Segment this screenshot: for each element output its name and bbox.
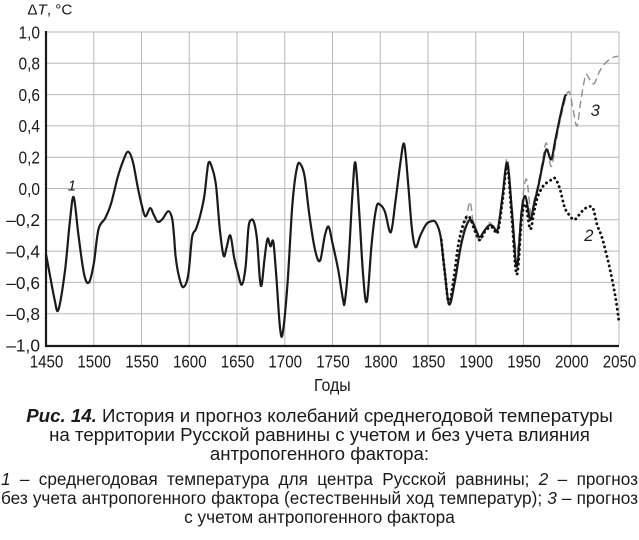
svg-text:1900: 1900 [459, 351, 493, 371]
svg-text:0,8: 0,8 [19, 54, 41, 74]
svg-text:0,4: 0,4 [19, 116, 41, 136]
svg-text:1550: 1550 [125, 351, 159, 371]
svg-text:2050: 2050 [603, 351, 637, 371]
svg-text:1500: 1500 [77, 351, 111, 371]
svg-text:1450: 1450 [30, 351, 64, 371]
svg-text:0,6: 0,6 [19, 85, 41, 105]
svg-text:1600: 1600 [173, 351, 207, 371]
svg-text:–0,6: –0,6 [6, 273, 40, 293]
svg-text:0,2: 0,2 [19, 148, 41, 168]
svg-text:3: 3 [591, 102, 601, 120]
svg-text:1,0: 1,0 [19, 22, 41, 42]
svg-text:–0,2: –0,2 [6, 210, 40, 230]
svg-text:1750: 1750 [316, 351, 350, 371]
svg-text:2000: 2000 [555, 351, 589, 371]
svg-text:1650: 1650 [221, 351, 255, 371]
svg-text:–1,0: –1,0 [6, 335, 40, 355]
svg-text:1850: 1850 [412, 351, 446, 371]
svg-text:0,0: 0,0 [19, 179, 41, 199]
svg-text:2: 2 [583, 227, 593, 245]
svg-text:1950: 1950 [507, 351, 541, 371]
svg-text:–0,4: –0,4 [6, 241, 40, 261]
svg-text:1: 1 [68, 177, 76, 194]
svg-text:Годы: Годы [314, 375, 351, 395]
svg-text:–0,8: –0,8 [6, 304, 40, 324]
svg-text:ΔT, °C: ΔT, °C [27, 2, 72, 19]
svg-text:1700: 1700 [268, 351, 302, 371]
svg-text:1800: 1800 [364, 351, 398, 371]
